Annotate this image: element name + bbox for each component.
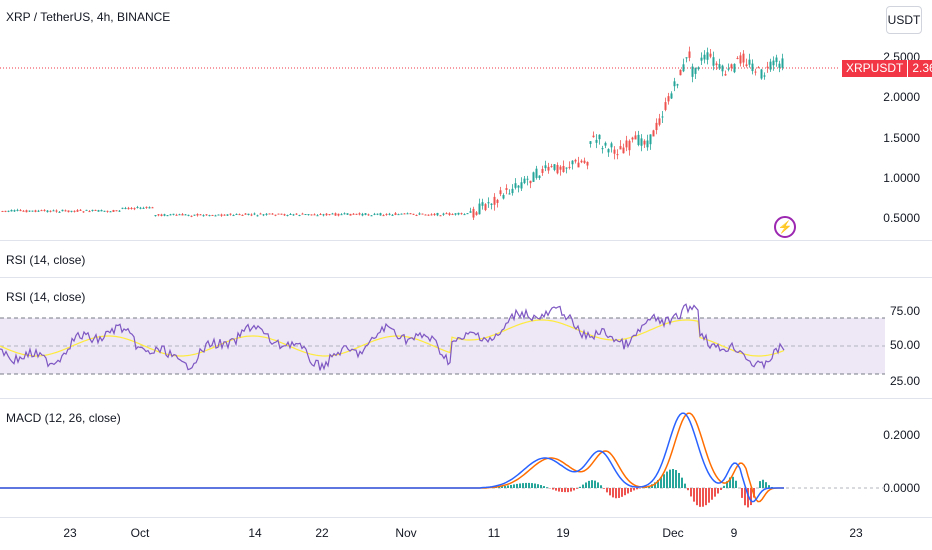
macd-axis-label: 0.0000 (883, 481, 920, 495)
time-tick: 19 (556, 526, 570, 540)
price-tag-value: 2.3698 (908, 60, 932, 77)
rsi-title[interactable]: RSI (14, close) (6, 290, 86, 304)
lightning-icon[interactable]: ⚡ (774, 216, 796, 238)
time-tick: Dec (662, 526, 684, 540)
rsi-pane[interactable]: RSI (14, close) 75.00 50.00 25.00 (0, 278, 932, 398)
price-axis-label: 0.5000 (883, 211, 920, 225)
time-tick: 23 (63, 526, 77, 540)
price-tag-symbol: XRPUSDT (842, 60, 908, 77)
time-tick: 11 (487, 526, 501, 540)
rsi-axis-label: 25.00 (889, 374, 920, 388)
rsi-axis-label: 50.00 (889, 338, 920, 352)
price-pane[interactable]: XRP / TetherUS, 4h, BINANCE USDT 2.5000 … (0, 0, 932, 240)
macd-title[interactable]: MACD (12, 26, close) (6, 411, 121, 425)
pane-separator[interactable] (0, 277, 932, 278)
time-tick: Nov (395, 526, 417, 540)
rsi-axis-label: 75.00 (889, 304, 920, 318)
price-axis-label: 1.5000 (883, 131, 920, 145)
currency-button[interactable]: USDT (886, 6, 922, 34)
macd-axis-label: 0.2000 (883, 428, 920, 442)
time-tick: 9 (730, 526, 738, 540)
macd-pane[interactable]: MACD (12, 26, close) 0.2000 0.0000 (0, 399, 932, 517)
time-tick: 14 (248, 526, 262, 540)
time-tick: 22 (315, 526, 329, 540)
time-tick: Oct (130, 526, 150, 540)
time-tick: 23 (849, 526, 863, 540)
rsi-collapsed-pane[interactable]: RSI (14, close) (0, 241, 932, 277)
symbol-title[interactable]: XRP / TetherUS, 4h, BINANCE (6, 10, 171, 24)
price-axis-label: 2.0000 (883, 90, 920, 104)
last-price-tag: XRPUSDT 2.3698 (842, 60, 932, 77)
time-axis-separator (0, 517, 932, 518)
rsi-collapsed-title[interactable]: RSI (14, close) (6, 253, 86, 267)
pane-separator[interactable] (0, 398, 932, 399)
price-axis-label: 1.0000 (883, 171, 920, 185)
pane-separator[interactable] (0, 240, 932, 241)
